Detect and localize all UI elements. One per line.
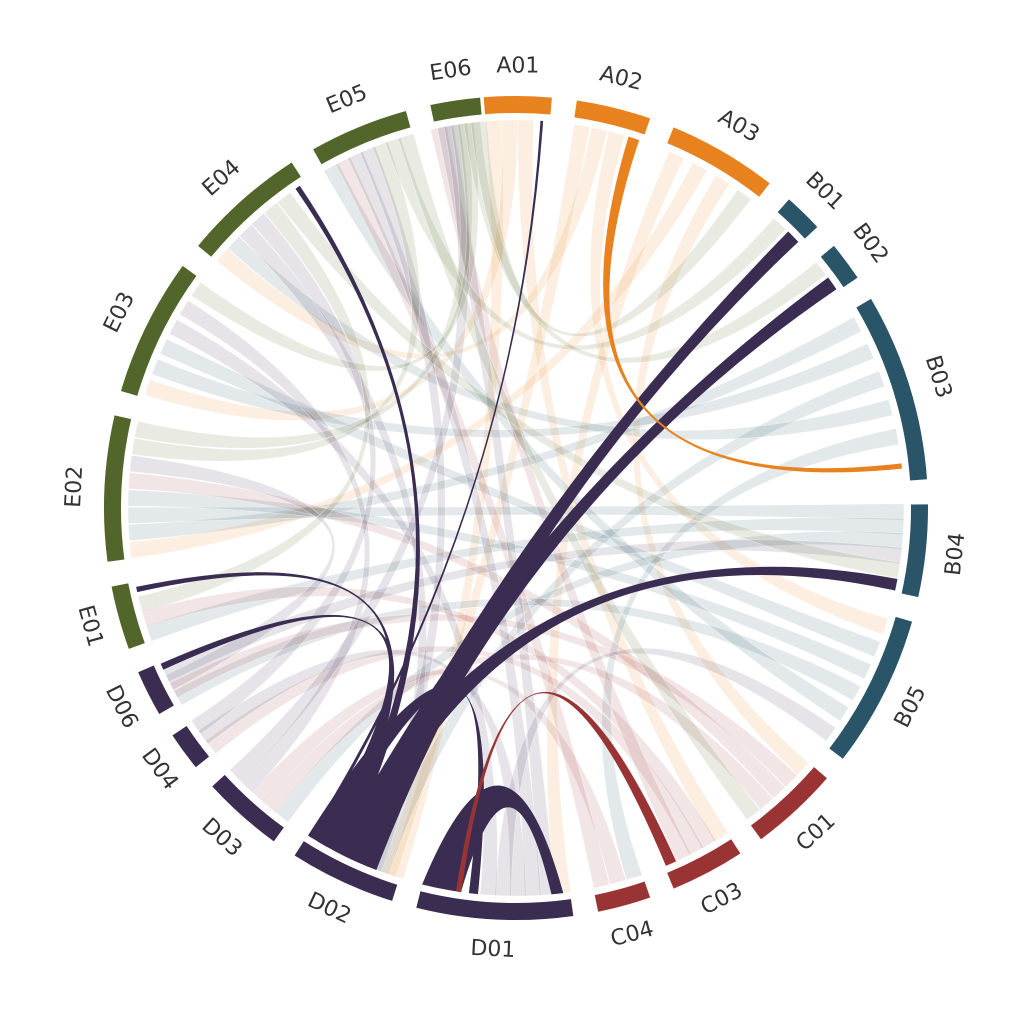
faded-link-B05-E05 <box>323 162 850 722</box>
faded-link-E06-B02 <box>463 121 827 364</box>
faded-link-E06-A03 <box>470 120 752 337</box>
highlighted-links-layer <box>136 120 903 895</box>
faded-link-C04-D03 <box>251 668 627 885</box>
faded-link-A02-D02 <box>380 124 591 878</box>
faded-link-D03-E06 <box>229 123 470 783</box>
faded-link-D03-E03 <box>179 300 371 793</box>
node-arc-d04 <box>172 726 210 768</box>
node-label-d02: D02 <box>304 888 355 930</box>
node-label-b04: B04 <box>941 531 970 576</box>
faded-link-C03-E06 <box>430 125 692 862</box>
node-label-d03: D03 <box>197 813 247 862</box>
node-arc-d03 <box>212 774 284 842</box>
node-label-b02: B02 <box>847 219 893 268</box>
node-label-c03: C03 <box>697 878 747 920</box>
node-arc-c03 <box>667 839 741 889</box>
faded-link-B03-C04 <box>601 428 900 881</box>
node-label-b01: B01 <box>800 167 848 215</box>
faded-link-D06-B04 <box>161 539 903 683</box>
node-arc-b01 <box>777 199 818 239</box>
faded-link-D06-E02 <box>129 455 336 691</box>
faded-link-C01-E02 <box>128 472 786 799</box>
node-label-a01: A01 <box>496 53 539 78</box>
node-label-e02: E02 <box>61 465 88 508</box>
faded-link-D01-B05 <box>494 648 837 897</box>
node-label-c01: C01 <box>792 809 841 857</box>
node-label-a02: A02 <box>597 61 645 96</box>
node-arc-b05 <box>829 616 913 759</box>
faded-link-E04-B04 <box>276 191 901 579</box>
node-arcs-layer <box>104 95 928 920</box>
faded-link-A03-E02 <box>129 162 708 559</box>
node-label-b05: B05 <box>890 682 932 732</box>
faded-link-B03-D02 <box>372 370 885 875</box>
highlighted-link-D02-B04 <box>331 566 898 863</box>
node-arc-a01 <box>483 95 552 115</box>
node-label-a03: A03 <box>714 105 764 148</box>
node-label-c04: C04 <box>608 917 656 953</box>
faded-link-A01-E03 <box>144 119 519 421</box>
faded-link-B03-E04 <box>227 235 894 440</box>
faded-link-B04-E01 <box>145 517 905 642</box>
node-arc-e01 <box>111 583 145 649</box>
node-label-e01: E01 <box>72 603 107 650</box>
faded-link-C04-E05 <box>335 156 610 889</box>
node-arc-d02 <box>294 841 398 901</box>
highlighted-link-C03-D01 <box>456 691 677 893</box>
faded-link-E01-E04 <box>137 202 371 613</box>
node-arc-e04 <box>198 162 301 257</box>
node-label-d04: D04 <box>136 744 183 795</box>
node-arc-a02 <box>574 100 651 135</box>
faded-link-B04-D03 <box>274 530 904 823</box>
faded-link-B03-E02 <box>128 316 862 542</box>
highlighted-link-D02-D01 <box>307 685 484 895</box>
node-label-e06: E06 <box>428 55 473 86</box>
node-arc-e02 <box>104 415 132 562</box>
faded-link-E05-C01 <box>397 133 761 821</box>
faded-link-C03-D04 <box>205 645 705 856</box>
faded-link-B04-E02 <box>127 503 905 524</box>
node-label-b03: B03 <box>920 353 957 402</box>
faded-link-C01-D06 <box>169 613 798 788</box>
node-arc-c01 <box>750 767 827 840</box>
faded-link-A01-C03 <box>517 119 729 842</box>
node-arc-b03 <box>856 298 927 481</box>
node-arc-c04 <box>594 881 651 912</box>
highlighted-link-D01-D01 <box>422 785 564 895</box>
node-arc-d06 <box>138 665 174 714</box>
node-arc-d01 <box>416 891 574 920</box>
faded-link-B03-E03 <box>151 343 875 438</box>
node-label-d06: D06 <box>100 681 143 732</box>
faded-link-A02-E04 <box>216 127 608 359</box>
node-arc-e06 <box>430 97 482 122</box>
node-arc-e05 <box>313 110 411 165</box>
node-label-d01: D01 <box>470 936 516 963</box>
node-arc-a03 <box>667 127 770 197</box>
highlighted-link-D02-B02 <box>335 277 837 868</box>
node-label-e03: E03 <box>99 288 140 337</box>
faded-link-E02-E06 <box>134 122 473 449</box>
faded-link-E05-B01 <box>384 137 787 351</box>
faded-link-A02-B05 <box>590 130 889 635</box>
faded-link-C03-E01 <box>141 586 717 849</box>
node-label-e05: E05 <box>323 80 371 119</box>
faded-link-A03-C01 <box>632 174 810 776</box>
faded-link-E02-E05 <box>131 141 420 462</box>
node-label-e04: E04 <box>198 155 246 202</box>
node-arc-e03 <box>120 265 197 396</box>
node-arc-b02 <box>820 245 858 288</box>
node-arc-b04 <box>901 504 928 598</box>
faded-link-B05-E02 <box>127 489 872 680</box>
